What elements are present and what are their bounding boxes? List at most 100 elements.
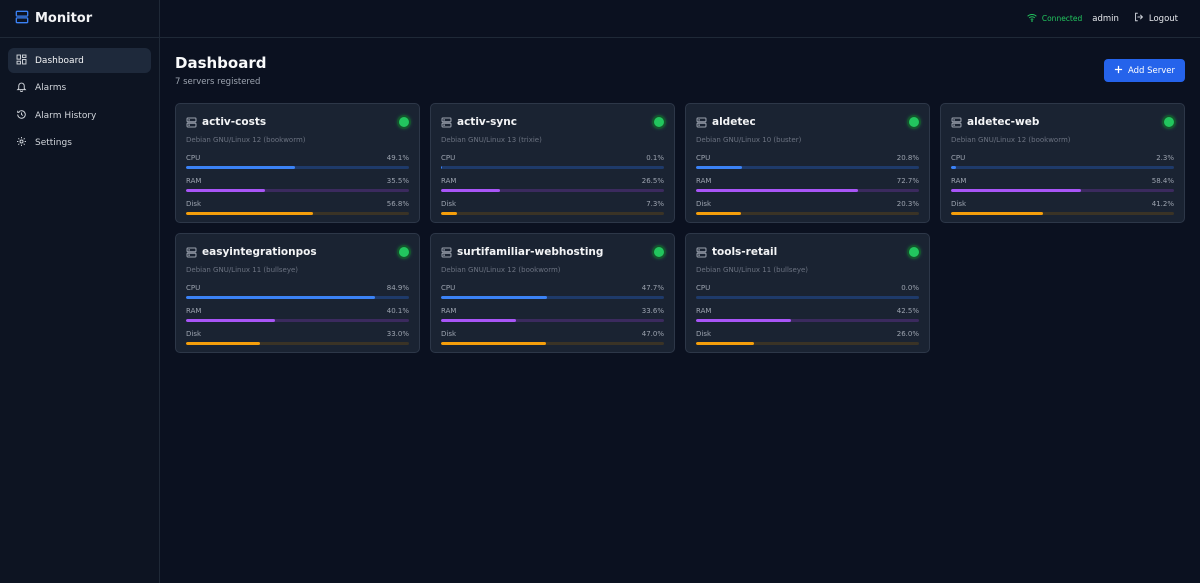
- disk-usage-bar: [186, 342, 409, 345]
- status-indicator: [399, 117, 409, 127]
- metric-label: CPU: [186, 154, 201, 162]
- disk-usage-bar: [186, 212, 409, 215]
- sidebar-nav: Dashboard Alarms Alarm History Settings: [0, 38, 159, 168]
- brand[interactable]: Monitor: [0, 0, 159, 38]
- server-name: aldetec-web: [967, 116, 1040, 128]
- logout-button[interactable]: Logout: [1134, 12, 1178, 25]
- metric-label: Disk: [186, 330, 202, 338]
- metric-label: Disk: [441, 200, 457, 208]
- server-name: tools-retail: [712, 246, 778, 258]
- sidebar-item-dashboard[interactable]: Dashboard: [8, 48, 151, 73]
- sidebar-item-alarms[interactable]: Alarms: [8, 76, 151, 101]
- metric-row: Disk 41.2%: [951, 200, 1174, 209]
- metric-ram: RAM 40.1%: [186, 307, 409, 322]
- server-card-aldetec[interactable]: aldetec Debian GNU/Linux 10 (buster) CPU…: [685, 103, 930, 223]
- metric-row: Disk 47.0%: [441, 330, 664, 339]
- metric-disk: Disk 7.3%: [441, 200, 664, 215]
- metric-row: Disk 26.0%: [696, 330, 919, 339]
- plus-icon: [1114, 65, 1128, 77]
- server-card-aldetec-web[interactable]: aldetec-web Debian GNU/Linux 12 (bookwor…: [940, 103, 1185, 223]
- server-card-surtifamiliar-webhosting[interactable]: surtifamiliar-webhosting Debian GNU/Linu…: [430, 233, 675, 353]
- ram-usage-fill: [951, 189, 1082, 192]
- server-name: activ-sync: [457, 116, 517, 128]
- metric-value: 26.0%: [896, 330, 919, 338]
- metric-label: Disk: [696, 200, 712, 208]
- metric-row: RAM 26.5%: [441, 177, 664, 186]
- disk-usage-bar: [696, 342, 919, 345]
- metric-disk: Disk 41.2%: [951, 200, 1174, 215]
- metric-label: RAM: [441, 177, 457, 185]
- logout-label: Logout: [1148, 13, 1178, 24]
- server-card-tools-retail[interactable]: tools-retail Debian GNU/Linux 11 (bullse…: [685, 233, 930, 353]
- cpu-usage-fill: [951, 166, 957, 169]
- disk-usage-bar: [441, 342, 664, 345]
- username: admin: [1092, 13, 1119, 24]
- server-icon: [186, 243, 202, 262]
- metric-label: RAM: [951, 177, 967, 185]
- metric-value: 72.7%: [896, 177, 919, 185]
- cpu-usage-fill: [696, 166, 743, 169]
- sidebar-item-alarm-history[interactable]: Alarm History: [8, 103, 151, 128]
- server-os: Debian GNU/Linux 11 (bullseye): [696, 266, 809, 274]
- sidebar-item-label: Dashboard: [35, 55, 84, 66]
- server-metrics: CPU 20.8% RAM 72.7% Disk 20.3%: [696, 154, 919, 215]
- metric-disk: Disk 56.8%: [186, 200, 409, 215]
- metric-disk: Disk 33.0%: [186, 330, 409, 345]
- metric-ram: RAM 33.6%: [441, 307, 664, 322]
- server-icon: [186, 113, 202, 132]
- metric-cpu: CPU 20.8%: [696, 154, 919, 169]
- disk-usage-bar: [696, 212, 919, 215]
- metric-label: Disk: [186, 200, 202, 208]
- server-os: Debian GNU/Linux 13 (trixie): [441, 136, 542, 144]
- sidebar-item-label: Settings: [35, 138, 72, 148]
- server-icon: [696, 243, 712, 262]
- server-card-header: surtifamiliar-webhosting: [441, 244, 664, 260]
- metric-row: RAM 33.6%: [441, 307, 664, 316]
- metric-cpu: CPU 84.9%: [186, 284, 409, 299]
- metric-row: Disk 7.3%: [441, 200, 664, 209]
- metric-cpu: CPU 2.3%: [951, 154, 1174, 169]
- metric-value: 41.2%: [1151, 200, 1174, 208]
- metric-row: Disk 33.0%: [186, 330, 409, 339]
- metric-row: CPU 47.7%: [441, 284, 664, 293]
- server-metrics: CPU 49.1% RAM 35.5% Disk 56.8%: [186, 154, 409, 215]
- server-card-header: easyintegrationpos: [186, 244, 409, 260]
- disk-usage-fill: [696, 212, 742, 215]
- metric-cpu: CPU 47.7%: [441, 284, 664, 299]
- server-card-easyintegrationpos[interactable]: easyintegrationpos Debian GNU/Linux 11 (…: [175, 233, 420, 353]
- metric-row: RAM 42.5%: [696, 307, 919, 316]
- metric-ram: RAM 35.5%: [186, 177, 409, 192]
- sidebar-item-settings[interactable]: Settings: [8, 131, 151, 156]
- metric-row: CPU 0.0%: [696, 284, 919, 293]
- metric-row: CPU 84.9%: [186, 284, 409, 293]
- metric-value: 33.6%: [641, 307, 664, 315]
- metric-value: 58.4%: [1151, 177, 1174, 185]
- status-indicator: [1164, 117, 1174, 127]
- metric-value: 47.0%: [641, 330, 664, 338]
- metric-cpu: CPU 49.1%: [186, 154, 409, 169]
- ram-usage-fill: [441, 189, 501, 192]
- metric-label: CPU: [951, 154, 966, 162]
- server-metrics: CPU 0.0% RAM 42.5% Disk 26.0%: [696, 284, 919, 345]
- ram-usage-fill: [186, 319, 276, 322]
- server-icon: [951, 113, 967, 132]
- metric-ram: RAM 58.4%: [951, 177, 1174, 192]
- server-metrics: CPU 84.9% RAM 40.1% Disk 33.0%: [186, 284, 409, 345]
- metric-value: 56.8%: [386, 200, 409, 208]
- server-card-activ-sync[interactable]: activ-sync Debian GNU/Linux 13 (trixie) …: [430, 103, 675, 223]
- metric-value: 26.5%: [641, 177, 664, 185]
- disk-usage-bar: [441, 212, 664, 215]
- server-metrics: CPU 0.1% RAM 26.5% Disk 7.3%: [441, 154, 664, 215]
- metric-label: CPU: [696, 284, 711, 292]
- status-indicator: [909, 117, 919, 127]
- disk-usage-fill: [951, 212, 1043, 215]
- metric-value: 2.3%: [1156, 154, 1174, 162]
- cpu-usage-bar: [186, 166, 409, 169]
- ram-usage-bar: [696, 319, 919, 322]
- connection-status-label: Connected: [1041, 14, 1083, 23]
- server-card-header: tools-retail: [696, 244, 919, 260]
- server-icon: [696, 113, 712, 132]
- add-server-button[interactable]: Add Server: [1104, 59, 1185, 82]
- metric-value: 0.0%: [901, 284, 919, 292]
- server-card-activ-costs[interactable]: activ-costs Debian GNU/Linux 12 (bookwor…: [175, 103, 420, 223]
